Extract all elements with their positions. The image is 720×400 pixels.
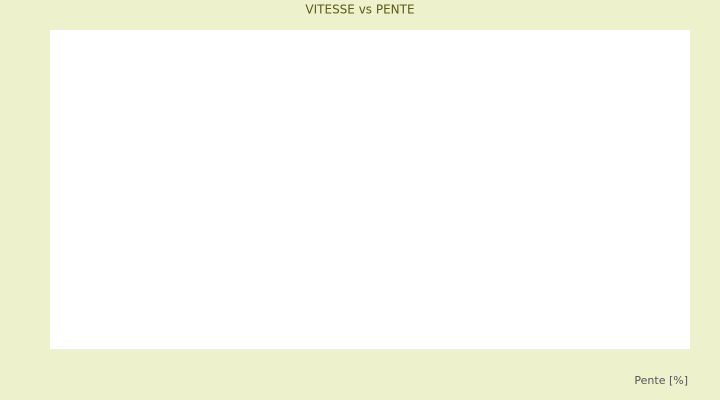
chart-title: VITESSE vs PENTE — [305, 3, 414, 17]
plot-area — [50, 30, 690, 349]
x-axis-label: Pente [%] — [634, 374, 688, 387]
